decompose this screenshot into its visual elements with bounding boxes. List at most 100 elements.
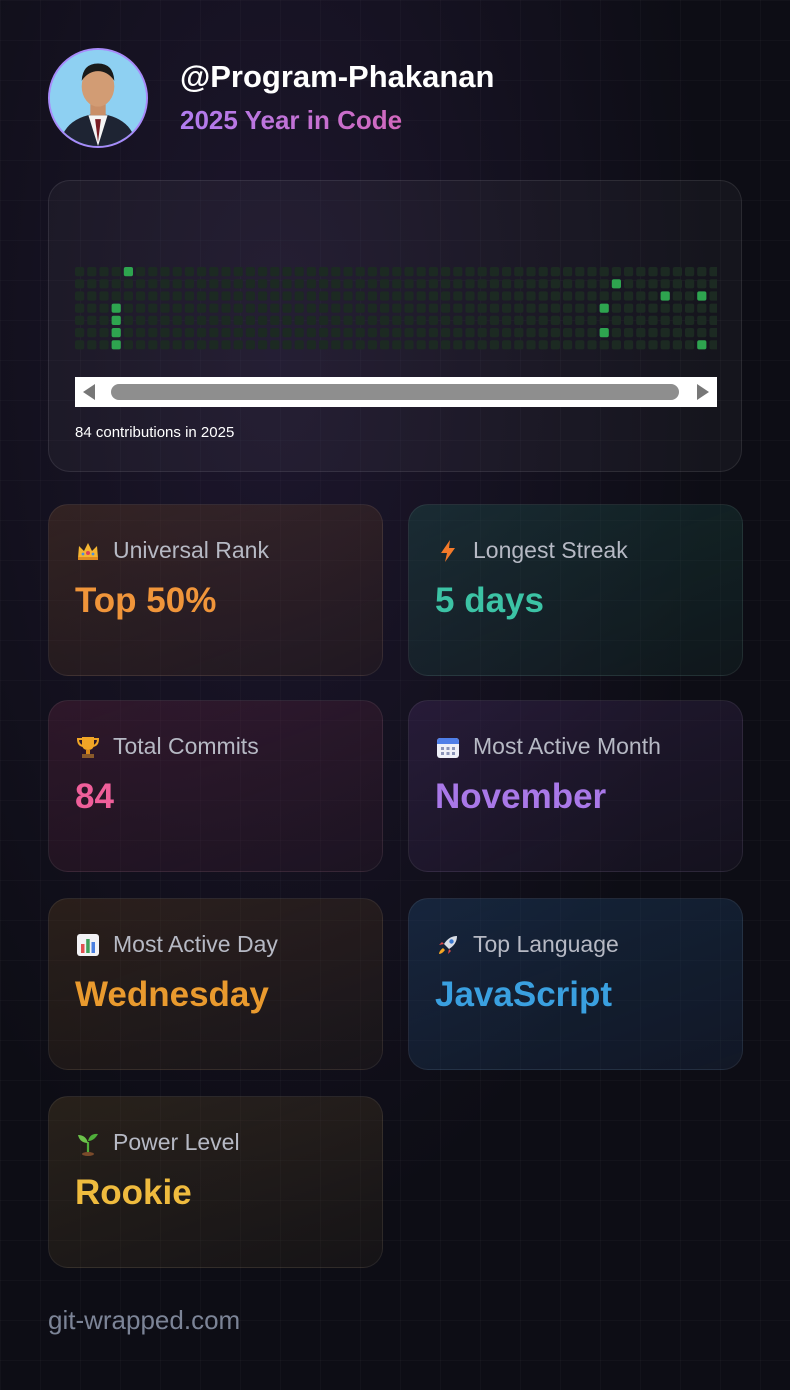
- contribution-cell: [648, 291, 658, 301]
- contribution-cell: [611, 315, 621, 325]
- profile-photo-icon: [50, 50, 146, 146]
- contribution-cell: [209, 291, 219, 301]
- contribution-cell: [221, 267, 231, 277]
- contribution-cell: [282, 340, 292, 350]
- contribution-cell: [538, 340, 548, 350]
- contribution-cell: [697, 279, 707, 289]
- contribution-cell: [209, 267, 219, 277]
- contribution-cell: [587, 279, 597, 289]
- scrollbar-thumb[interactable]: [111, 384, 679, 400]
- contribution-cell: [514, 328, 524, 338]
- contribution-cell: [428, 291, 438, 301]
- contribution-cell: [453, 340, 463, 350]
- contribution-cell: [184, 267, 194, 277]
- top-language-card: Top Language JavaScript: [408, 898, 743, 1070]
- contribution-cell: [502, 267, 512, 277]
- contribution-cell: [148, 267, 158, 277]
- contribution-cell: [282, 328, 292, 338]
- contribution-cell: [575, 340, 585, 350]
- contribution-cell: [526, 340, 536, 350]
- contribution-cell: [514, 340, 524, 350]
- contribution-cell: [355, 315, 365, 325]
- contribution-cell: [685, 279, 695, 289]
- most-active-day-value: Wednesday: [75, 975, 269, 1014]
- contribution-cell: [416, 291, 426, 301]
- contribution-cell: [245, 303, 255, 313]
- contribution-cell: [599, 291, 609, 301]
- contribution-cell: [672, 267, 682, 277]
- contribution-cell: [392, 328, 402, 338]
- most-active-month-label: Most Active Month: [473, 733, 661, 759]
- scroll-left-arrow-icon[interactable]: [83, 384, 95, 400]
- footer-site-link[interactable]: git-wrapped.com: [48, 1305, 241, 1335]
- contribution-cell: [404, 267, 414, 277]
- contribution-cell: [209, 315, 219, 325]
- contribution-cell: [221, 315, 231, 325]
- contribution-cell: [526, 303, 536, 313]
- total-commits-value: 84: [75, 777, 114, 816]
- contribution-cell: [160, 291, 170, 301]
- contribution-cell: [355, 291, 365, 301]
- contribution-cell: [160, 279, 170, 289]
- contribution-cell: [184, 340, 194, 350]
- contribution-cell: [575, 328, 585, 338]
- contribution-cell: [477, 315, 487, 325]
- contribution-cell: [319, 279, 329, 289]
- contribution-cell: [87, 340, 97, 350]
- contribution-cell: [685, 267, 695, 277]
- contribution-cell: [502, 315, 512, 325]
- contribution-cell: [209, 340, 219, 350]
- contribution-cell: [123, 315, 133, 325]
- contribution-cell: [453, 303, 463, 313]
- contribution-cell: [87, 328, 97, 338]
- contribution-cell: [148, 328, 158, 338]
- scroll-right-arrow-icon[interactable]: [697, 384, 709, 400]
- contribution-cell: [636, 303, 646, 313]
- contribution-cell: [392, 340, 402, 350]
- contribution-cell: [624, 303, 634, 313]
- contribution-cell-active: [611, 279, 621, 289]
- contribution-cell: [306, 315, 316, 325]
- contribution-cell: [245, 340, 255, 350]
- contribution-cell: [404, 340, 414, 350]
- contribution-cell: [245, 291, 255, 301]
- contribution-cell: [380, 291, 390, 301]
- contribution-cell: [111, 291, 121, 301]
- contribution-cell: [636, 267, 646, 277]
- contribution-cell: [587, 328, 597, 338]
- contribution-cell: [538, 328, 548, 338]
- contribution-cell: [75, 279, 85, 289]
- contribution-cell: [697, 315, 707, 325]
- contribution-cell: [611, 303, 621, 313]
- contribution-cell: [514, 267, 524, 277]
- contribution-cell: [258, 267, 268, 277]
- contribution-cell: [270, 328, 280, 338]
- contribution-cell: [148, 340, 158, 350]
- contributions-caption: 84 contributions in 2025: [75, 424, 235, 441]
- contribution-cell: [392, 291, 402, 301]
- contribution-cell: [136, 279, 146, 289]
- contribution-cell: [575, 315, 585, 325]
- lightning-icon: [435, 538, 461, 564]
- contribution-cell: [258, 279, 268, 289]
- horizontal-scrollbar[interactable]: [75, 377, 717, 407]
- contribution-cell: [404, 279, 414, 289]
- contribution-cell: [514, 315, 524, 325]
- most-active-day-label: Most Active Day: [113, 931, 278, 957]
- contribution-cell: [221, 291, 231, 301]
- contribution-cell: [465, 291, 475, 301]
- contribution-cell: [209, 328, 219, 338]
- contribution-cell: [306, 303, 316, 313]
- contribution-cell: [148, 291, 158, 301]
- contribution-cell: [550, 315, 560, 325]
- universal-rank-card: Universal Rank Top 50%: [48, 504, 383, 676]
- contribution-cell: [172, 328, 182, 338]
- contribution-cell: [282, 267, 292, 277]
- contribution-cell: [331, 303, 341, 313]
- contribution-cell: [441, 267, 451, 277]
- contribution-cell: [672, 315, 682, 325]
- contribution-graph[interactable]: [75, 265, 717, 351]
- contribution-cell: [599, 340, 609, 350]
- contribution-cell: [489, 328, 499, 338]
- contribution-cell: [428, 340, 438, 350]
